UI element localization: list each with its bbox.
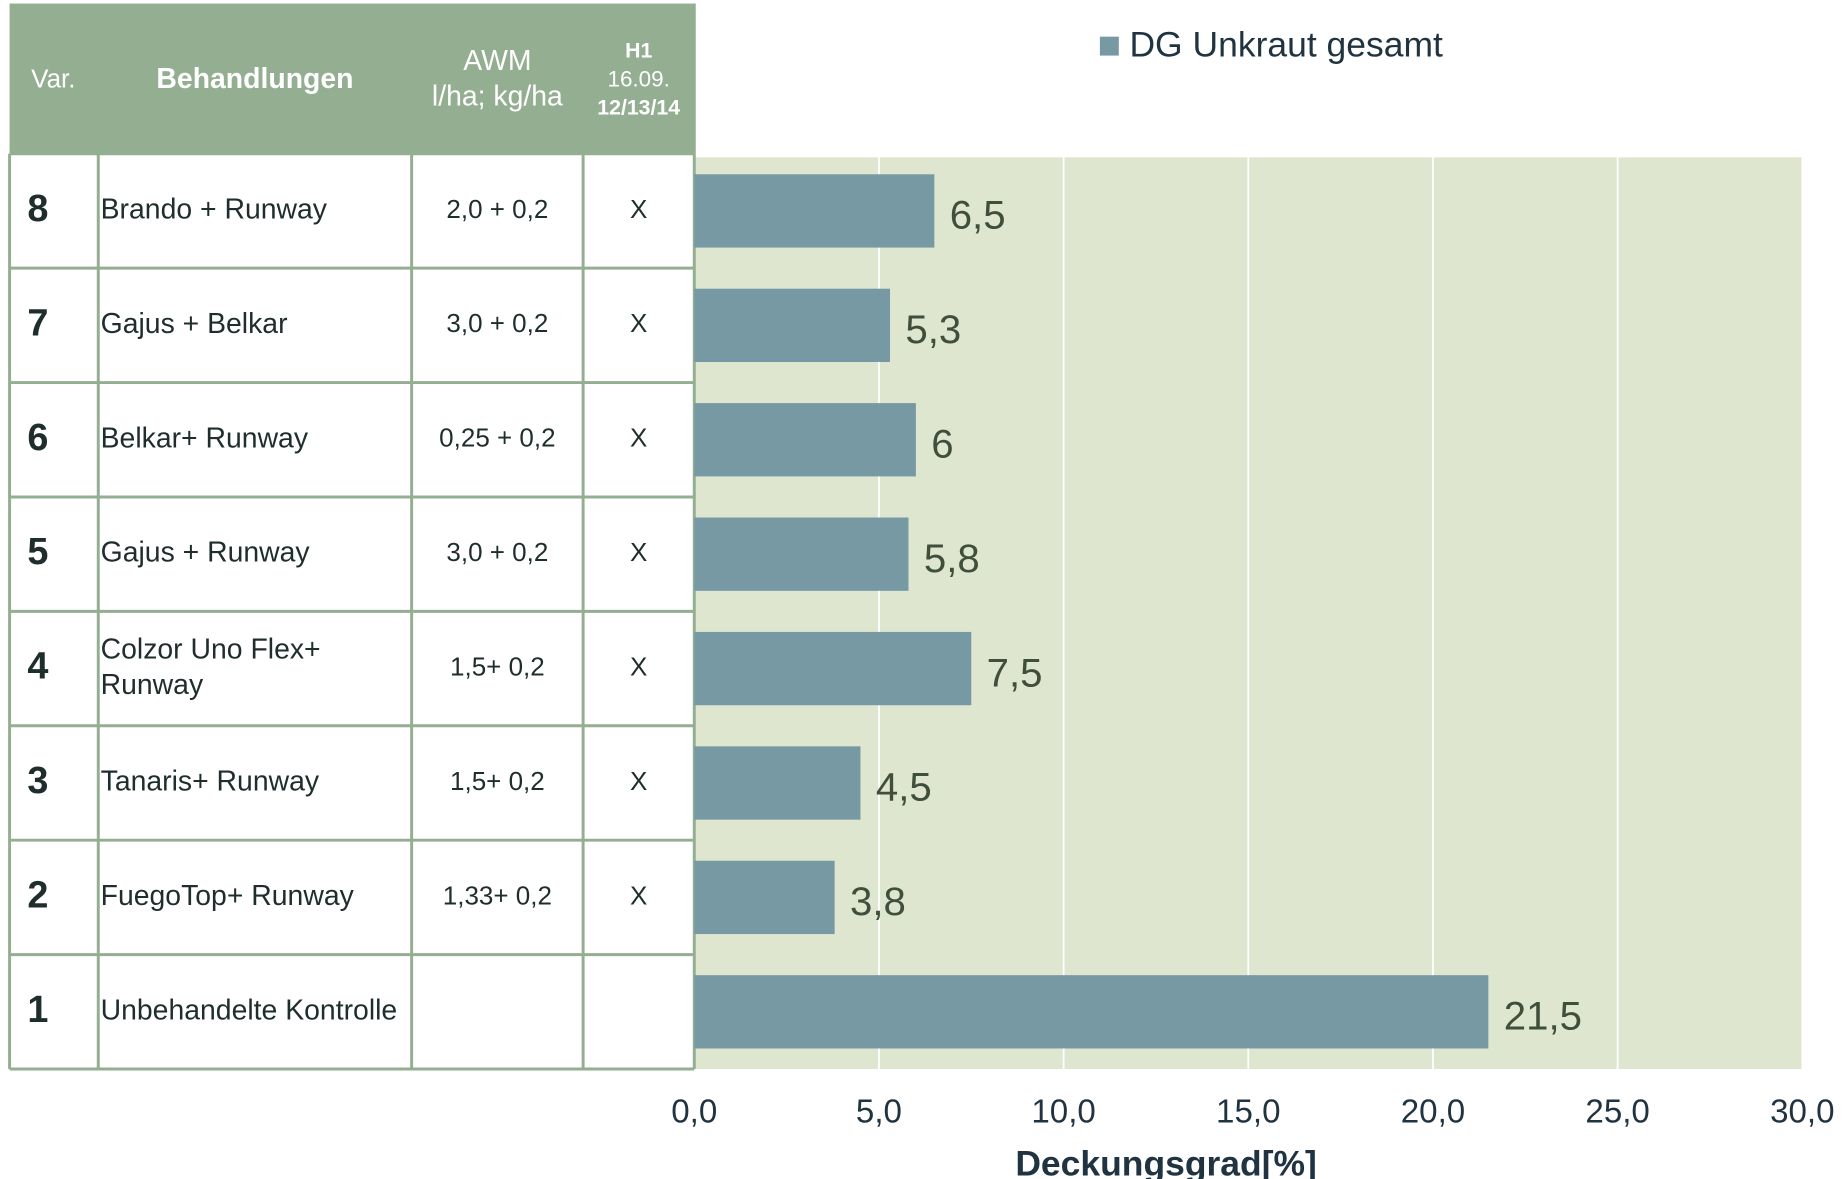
value-label: 5,3 (905, 307, 961, 352)
bar (694, 174, 935, 248)
x-tick-label: 5,0 (856, 1094, 902, 1131)
bar (694, 517, 909, 591)
header-cell: 12/13/14 (597, 95, 680, 119)
treatment-cell: Gajus + Belkar (101, 308, 288, 340)
var-cell: 1 (27, 989, 48, 1031)
x-axis-title: Deckungsgrad[%] (1015, 1143, 1317, 1179)
var-cell: 7 (27, 302, 48, 344)
header-cell: 16.09. (607, 66, 669, 91)
bar (694, 631, 972, 706)
rate-cell: 1,5+ 0,2 (450, 766, 545, 796)
h1-cell: X (630, 651, 647, 681)
treatment-cell: Belkar+ Runway (101, 422, 309, 454)
header-cell: l/ha; kg/ha (432, 81, 563, 113)
var-cell: 8 (27, 188, 48, 230)
rate-cell: 2,0 + 0,2 (446, 194, 548, 224)
value-label: 7,5 (987, 650, 1043, 695)
value-label: 3,8 (850, 879, 906, 924)
h1-cell: X (630, 423, 647, 453)
x-tick-label: 15,0 (1216, 1094, 1280, 1131)
legend-label: DG Unkraut gesamt (1129, 25, 1443, 65)
bar (694, 288, 891, 363)
value-label: 5,8 (924, 536, 980, 581)
table-header-bg (9, 3, 695, 154)
h1-cell: X (630, 308, 647, 338)
treatment-cell: FuegoTop+ Runway (101, 880, 355, 912)
rate-cell: 3,0 + 0,2 (446, 308, 548, 338)
rate-cell: 0,25 + 0,2 (439, 423, 555, 453)
var-cell: 6 (27, 417, 48, 459)
h1-cell: X (630, 766, 647, 796)
h1-cell: X (630, 880, 647, 910)
x-tick-label: 0,0 (671, 1094, 717, 1131)
var-cell: 2 (27, 874, 48, 916)
value-label: 21,5 (1504, 994, 1582, 1039)
header-cell: AWM (463, 45, 531, 77)
x-tick-label: 10,0 (1031, 1094, 1095, 1131)
treatment-cell: Brando + Runway (101, 193, 328, 225)
rate-cell: 1,33+ 0,2 (443, 880, 552, 910)
h1-cell: X (630, 537, 647, 567)
treatment-cell: Colzor Uno Flex+ (101, 633, 321, 665)
treatment-cell: Runway (101, 669, 204, 701)
legend-swatch (1099, 36, 1119, 56)
bar (694, 403, 916, 477)
header-cell: Behandlungen (156, 63, 353, 95)
bar (694, 860, 835, 935)
var-cell: 5 (27, 531, 48, 573)
var-cell: 4 (27, 646, 48, 688)
x-tick-label: 20,0 (1401, 1094, 1465, 1131)
value-label: 4,5 (876, 765, 932, 810)
header-cell: H1 (625, 39, 652, 63)
treatment-cell: Gajus + Runway (101, 537, 311, 569)
treatment-cell: Unbehandelte Kontrolle (101, 994, 398, 1026)
header-cell: Var. (31, 63, 75, 93)
rate-cell: 3,0 + 0,2 (446, 537, 548, 567)
bar (694, 975, 1489, 1049)
treatment-cell: Tanaris+ Runway (101, 765, 320, 797)
x-tick-label: 25,0 (1585, 1094, 1649, 1131)
h1-cell: X (630, 194, 647, 224)
bar (694, 746, 861, 820)
value-label: 6,5 (950, 193, 1006, 238)
rate-cell: 1,5+ 0,2 (450, 651, 545, 681)
x-tick-label: 30,0 (1770, 1094, 1834, 1131)
value-label: 6 (931, 421, 953, 466)
var-cell: 3 (27, 760, 48, 802)
